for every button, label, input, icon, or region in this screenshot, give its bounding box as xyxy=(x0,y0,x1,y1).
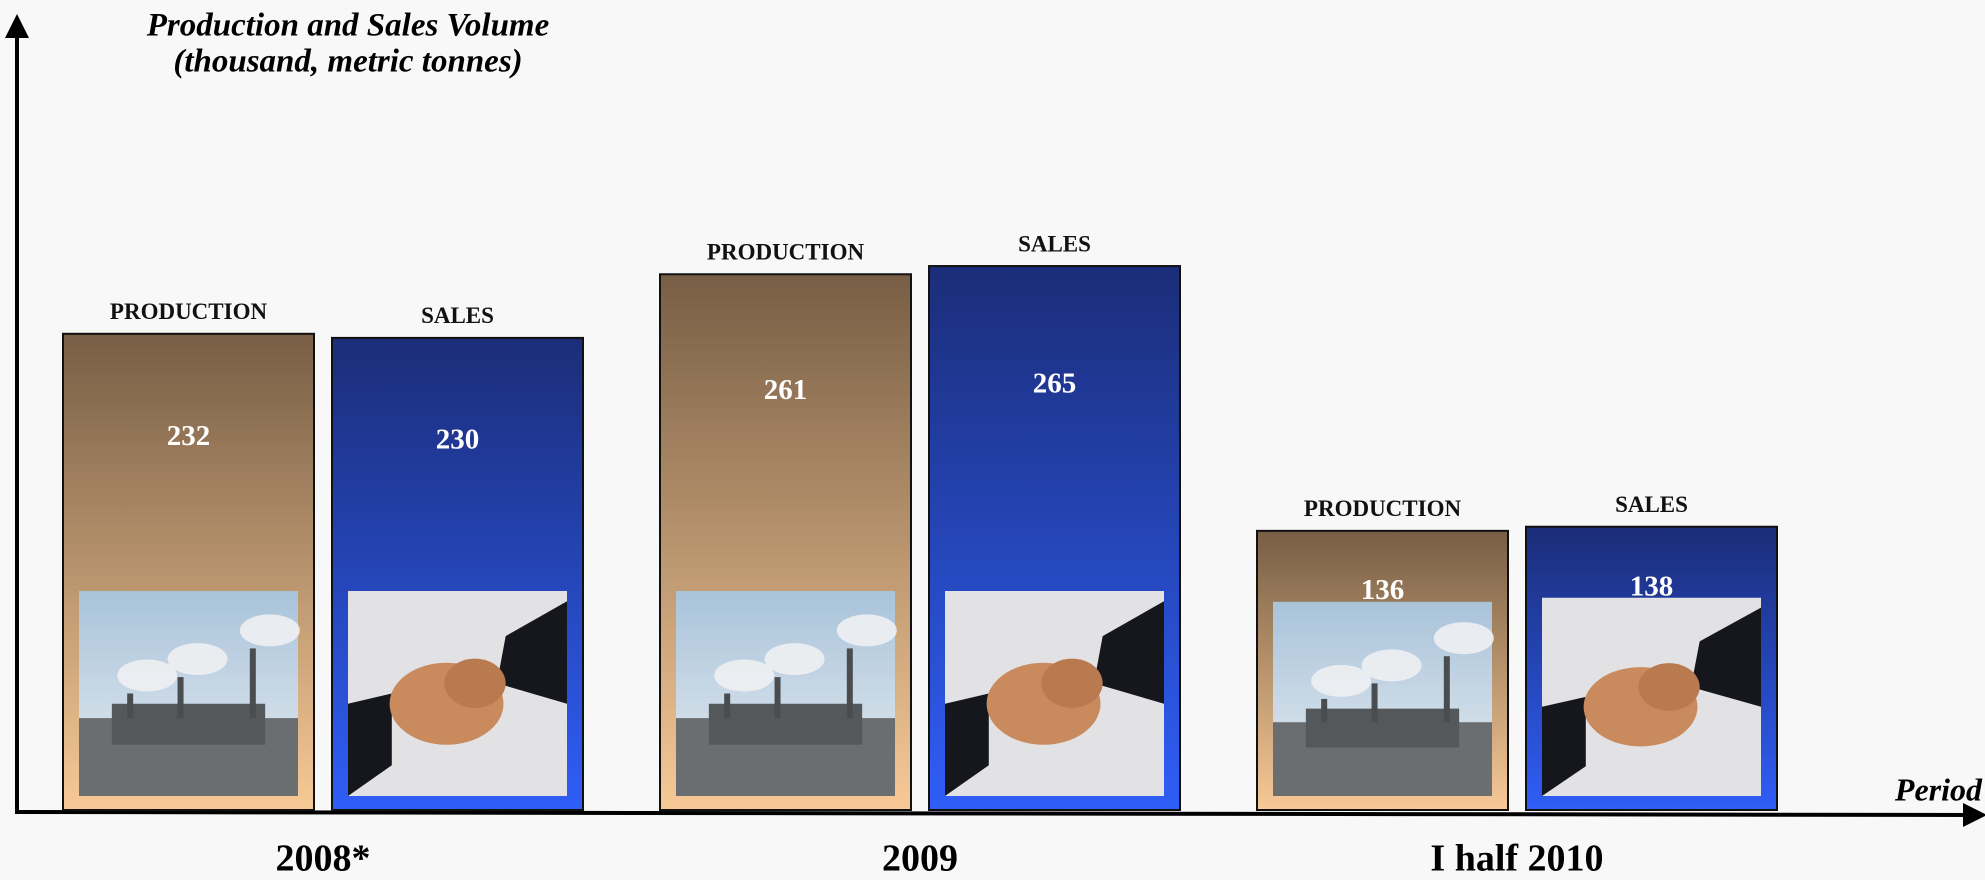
chart: Production and Sales Volume (thousand, m… xyxy=(0,0,1985,880)
picture-stack xyxy=(775,677,781,718)
picture-stack xyxy=(178,677,184,718)
picture-stack xyxy=(250,648,256,718)
value-label: 261 xyxy=(764,374,808,406)
handshake-picture xyxy=(945,591,1164,796)
x-tick-label: 2008* xyxy=(276,838,371,880)
picture-stack xyxy=(127,694,133,719)
picture-smoke xyxy=(837,614,897,646)
handshake-picture xyxy=(1542,598,1761,796)
picture-building xyxy=(1306,709,1459,748)
value-label: 265 xyxy=(1033,367,1077,399)
value-label: 232 xyxy=(167,420,211,452)
picture-stack xyxy=(1321,699,1327,722)
chart-title: Production and Sales Volume xyxy=(146,8,550,44)
factory-picture xyxy=(79,591,300,796)
picture-hands xyxy=(444,659,505,708)
picture-stack xyxy=(724,694,730,719)
picture-smoke xyxy=(240,614,300,646)
chart-subtitle: (thousand, metric tonnes) xyxy=(173,44,522,80)
series-label: PRODUCTION xyxy=(110,299,268,324)
value-label: 136 xyxy=(1361,574,1405,606)
picture-smoke xyxy=(1362,649,1422,681)
picture-stack xyxy=(1372,683,1378,722)
series-label: PRODUCTION xyxy=(707,240,865,265)
picture-smoke xyxy=(714,660,774,692)
series-label: PRODUCTION xyxy=(1304,496,1462,521)
picture-smoke xyxy=(1311,665,1371,697)
picture-hands xyxy=(1638,663,1699,711)
series-label: SALES xyxy=(1018,231,1091,256)
handshake-picture xyxy=(348,591,567,796)
x-axis-label: Period xyxy=(1894,771,1983,807)
picture-smoke xyxy=(1434,622,1494,654)
picture-smoke xyxy=(765,643,825,675)
picture-building xyxy=(112,704,265,745)
picture-smoke xyxy=(117,660,177,692)
factory-picture xyxy=(676,591,897,796)
picture-building xyxy=(709,704,862,745)
series-label: SALES xyxy=(1615,492,1688,517)
picture-hands xyxy=(1041,659,1102,708)
picture-stack xyxy=(847,648,853,718)
x-axis xyxy=(15,812,1975,815)
picture-smoke xyxy=(168,643,228,675)
x-tick-label: 2009 xyxy=(882,838,958,880)
picture-stack xyxy=(1444,656,1450,722)
factory-picture xyxy=(1273,602,1494,796)
series-label: SALES xyxy=(421,303,494,328)
value-label: 230 xyxy=(436,423,480,455)
x-tick-label: I half 2010 xyxy=(1430,838,1603,880)
